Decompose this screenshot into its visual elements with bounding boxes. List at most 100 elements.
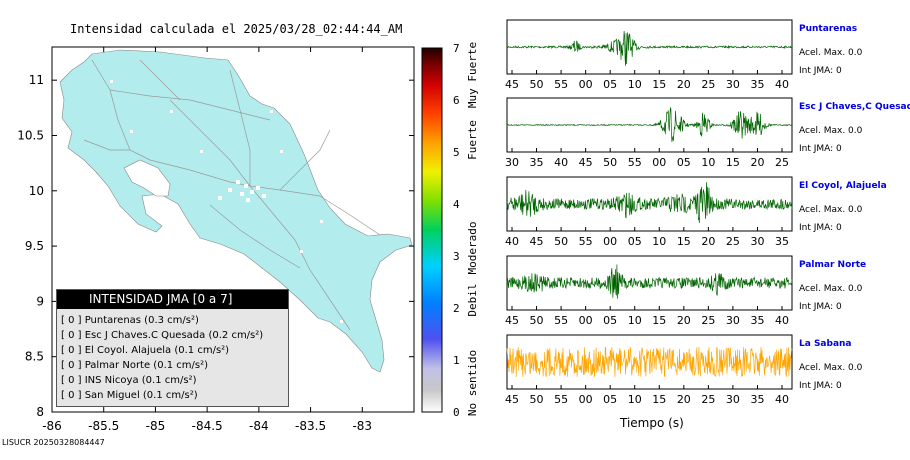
waveform-tick-label: 20 (677, 78, 691, 91)
waveform-tick-label: 10 (628, 393, 642, 406)
map-y-tick-label: 10 (29, 184, 44, 198)
waveform-tick-label: 35 (750, 393, 764, 406)
waveform-tick-label: 35 (530, 156, 544, 169)
map-x-tick-label: -85 (146, 419, 166, 433)
map-x-tick-label: -83.5 (295, 419, 326, 433)
waveform-tick-label: 30 (726, 314, 740, 327)
map-x-tick-label: -84 (249, 419, 269, 433)
colorbar-band-label: Fuerte (466, 120, 479, 160)
waveform-trace (506, 182, 793, 223)
waveform-tick-label: 00 (603, 235, 617, 248)
legend-rows: [ 0 ] Puntarenas (0.3 cm/s²) [ 0 ] Esc J… (57, 309, 288, 403)
station-int: Int JMA: 0 (799, 223, 842, 233)
waveform-trace (506, 30, 793, 66)
colorbar-tick-label: 3 (453, 250, 460, 263)
colorbar-gradient (421, 47, 443, 413)
footer-id: LISUCR 20250328084447 (2, 438, 105, 447)
waveform-tick-label: 10 (701, 156, 715, 169)
colorbar-band-label: Muy Fuerte (466, 42, 479, 108)
waveform-tick-label: 00 (579, 314, 593, 327)
waveform-tick-label: 10 (628, 314, 642, 327)
station-acel: Acel. Max. 0.0 (799, 363, 863, 373)
waveform-tick-label: 25 (701, 314, 715, 327)
station-dots (110, 80, 343, 323)
waveform-tick-label: 20 (677, 314, 691, 327)
legend-title: INTENSIDAD JMA [0 a 7] (57, 290, 288, 309)
waveform-tick-label: 15 (652, 393, 666, 406)
map-x-tick-label: -86 (42, 419, 62, 433)
waveform-tick-label: 05 (677, 156, 691, 169)
waveform-tick-label: 45 (505, 78, 519, 91)
waveform-tick-label: 20 (750, 156, 764, 169)
waveform-tick-label: 15 (726, 156, 740, 169)
waveform-tick-label: 15 (677, 235, 691, 248)
waveform-tick-label: 55 (554, 78, 568, 91)
map-y-tick-label: 8 (36, 405, 44, 419)
map-x-tick-label: -83 (352, 419, 372, 433)
legend-row: [ 0 ] Puntarenas (0.3 cm/s²) (61, 315, 199, 326)
station-int: Int JMA: 0 (799, 381, 842, 391)
colorbar-tick-label: 6 (453, 94, 460, 107)
waveform-tick-label: 20 (677, 393, 691, 406)
waveform-tick-label: 55 (579, 235, 593, 248)
map-title: Intensidad calculada el 2025/03/28_02:44… (70, 22, 403, 36)
waveform-tick-label: 25 (726, 235, 740, 248)
waveform-tick-label: 50 (603, 156, 617, 169)
station-int: Int JMA: 0 (799, 66, 842, 76)
colorbar-tick-label: 2 (453, 302, 460, 315)
station-name: Puntarenas (799, 24, 858, 34)
waveform-tick-label: 15 (652, 314, 666, 327)
time-axis-label: Tiempo (s) (620, 416, 684, 430)
map-y-tick-label: 10.5 (17, 128, 44, 142)
waveform-tick-label: 25 (775, 156, 789, 169)
waveform-tick-label: 55 (554, 314, 568, 327)
colorbar-tick-label: 7 (453, 42, 460, 55)
intensity-legend: INTENSIDAD JMA [0 a 7] [ 0 ] Puntarenas … (56, 289, 289, 407)
colorbar-tick-label: 5 (453, 146, 460, 159)
waveform-tick-label: 50 (530, 78, 544, 91)
waveform-tick-label: 10 (652, 235, 666, 248)
gulf-of-nicoya (123, 159, 171, 197)
map-y-ticks (52, 79, 414, 413)
waveform-tick-label: 55 (554, 393, 568, 406)
waveform-tick-label: 45 (505, 393, 519, 406)
waveform-tick-label: 45 (579, 156, 593, 169)
waveform-trace (506, 264, 793, 299)
station-acel: Acel. Max. 0.0 (799, 126, 863, 136)
waveform-tick-label: 20 (701, 235, 715, 248)
station-acel: Acel. Max. 0.0 (799, 48, 863, 58)
station-acel: Acel. Max. 0.0 (799, 284, 863, 294)
map-y-tick-label: 11 (29, 73, 44, 87)
legend-row: [ 0 ] Palmar Norte (0.1 cm/s²) (61, 360, 209, 371)
waveform-tick-label: 10 (628, 78, 642, 91)
waveform-tick-label: 35 (750, 314, 764, 327)
colorbar-tick-label: 1 (453, 354, 460, 367)
waveform-tick-label: 05 (603, 78, 617, 91)
waveform-trace (506, 346, 793, 378)
colorbar-band-label: Debil (466, 283, 479, 316)
station-acel: Acel. Max. 0.0 (799, 205, 863, 215)
colorbar-labels: No sentido Debil Moderado Fuerte Muy Fuerte (466, 42, 479, 416)
colorbar-tick-label: 0 (453, 406, 460, 419)
waveform-tick-label: 40 (775, 314, 789, 327)
roads (83, 59, 381, 331)
waveform-tick-label: 00 (579, 78, 593, 91)
waveform-tick-label: 15 (652, 78, 666, 91)
map-x-tick-label: -85.5 (88, 419, 119, 433)
station-name: El Coyol, Alajuela (799, 181, 887, 191)
colorbar-ticks: 0 1 2 3 4 5 6 7 (453, 42, 460, 419)
waveform-tick-label: 40 (775, 393, 789, 406)
legend-row: [ 0 ] San Miguel (0.1 cm/s²) (61, 390, 198, 401)
waveform-tick-label: 25 (701, 393, 715, 406)
station-int: Int JMA: 0 (799, 144, 842, 154)
waveform-tick-label: 30 (750, 235, 764, 248)
map-y-tick-label: 9 (36, 294, 44, 308)
waveform-tick-label: 05 (603, 314, 617, 327)
map-y-tick-labels: 11 10.5 10 9.5 9 8.5 8 (17, 73, 44, 419)
colorbar-tick-label: 4 (453, 198, 460, 211)
map-y-tick-label: 9.5 (25, 239, 44, 253)
waveform-tick-label: 40 (775, 78, 789, 91)
waveform-tick-label: 05 (603, 393, 617, 406)
map-y-tick-label: 8.5 (25, 350, 44, 364)
